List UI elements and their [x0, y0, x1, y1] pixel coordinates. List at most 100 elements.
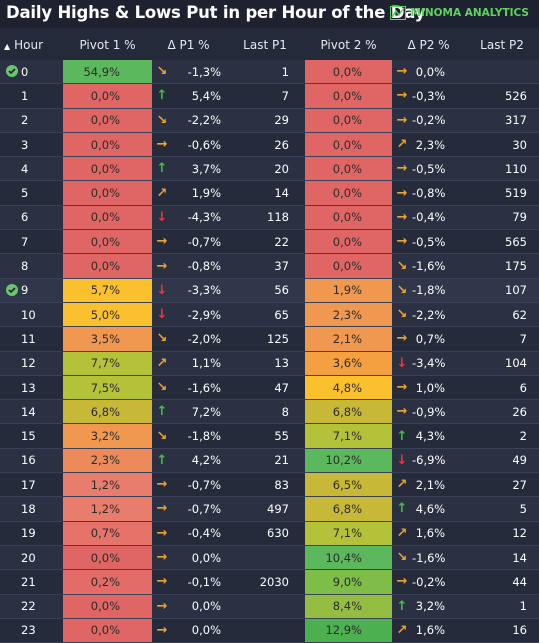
pivot1-cell: 0,0% — [63, 205, 152, 231]
table-row[interactable]: 2 0,0% ↘ -2,2% 29 0,0% → -0,2% 317 — [0, 108, 539, 133]
table-row[interactable]: 14 6,8% ↑ 7,2% 8 6,8% → -0,9% 26 — [0, 399, 539, 425]
delta-p2-cell: -0,3% — [412, 83, 465, 109]
last-p1-cell: 497 — [225, 496, 305, 522]
pivot1-cell: 5,7% — [63, 278, 152, 303]
arrow-right-icon: → — [392, 83, 412, 109]
column-header-delta-p1[interactable]: Δ P1 % — [167, 38, 210, 52]
arrow-right-icon: → — [392, 60, 412, 85]
delta-p1-cell: -1,8% — [172, 423, 225, 449]
pivot2-cell: 0,0% — [305, 229, 392, 255]
table-row[interactable]: 1 0,0% ↑ 5,4% 7 0,0% → -0,3% 526 — [0, 83, 539, 109]
hour-cell: 16 — [0, 448, 63, 474]
last-p1-cell: 47 — [225, 375, 305, 401]
hour-value: 23 — [21, 623, 36, 638]
table-row[interactable]: 16 2,3% ↑ 4,2% 21 10,2% ↓ -6,9% 49 — [0, 448, 539, 474]
arrow-down-icon: ↓ — [392, 351, 412, 376]
hourly-pivot-table: ▲ Hour Pivot 1 % Δ P1 % Last P1 Pivot 2 %… — [0, 30, 539, 643]
last-p2-cell: 1 — [465, 594, 539, 619]
delta-p1-cell: -0,7% — [172, 496, 225, 522]
table-row[interactable]: 5 0,0% ↗ 1,9% 14 0,0% → -0,8% 519 — [0, 180, 539, 206]
table-row[interactable]: 15 3,2% ↘ -1,8% 55 7,1% ↑ 4,3% 2 — [0, 423, 539, 449]
hour-value: 10 — [21, 307, 36, 322]
hour-value: 22 — [21, 599, 36, 614]
last-p1-cell: 65 — [225, 302, 305, 328]
table-row[interactable]: 0 54,9% ↘ -1,3% 1 0,0% → 0,0% — [0, 60, 539, 85]
pivot1-cell: 5,0% — [63, 302, 152, 328]
table-row[interactable]: 12 7,7% ↗ 1,1% 13 3,6% ↓ -3,4% 104 — [0, 351, 539, 376]
delta-p1-cell: -0,1% — [172, 569, 225, 595]
arrow-up-icon: ↑ — [152, 448, 172, 474]
column-header-last-p2[interactable]: Last P2 — [480, 38, 524, 52]
pivot1-cell: 0,7% — [63, 521, 152, 546]
last-p1-cell: 55 — [225, 423, 305, 449]
table-row[interactable]: 23 0,0% → 0,0% 12,9% ↗ 1,6% 16 — [0, 618, 539, 643]
hour-value: 1 — [21, 88, 29, 103]
table-row[interactable]: 20 0,0% → 0,0% 10,4% ↘ -1,6% 14 — [0, 545, 539, 571]
hour-cell: 23 — [0, 618, 63, 643]
sort-ascending-icon[interactable]: ▲ — [4, 42, 11, 51]
pivot2-cell: 0,0% — [305, 156, 392, 182]
last-p2-cell: 16 — [465, 618, 539, 643]
delta-p2-cell: 3,2% — [412, 594, 465, 619]
column-header-delta-p2[interactable]: Δ P2 % — [407, 38, 450, 52]
column-header-last-p1[interactable]: Last P1 — [243, 38, 287, 52]
delta-p1-cell: -2,0% — [172, 326, 225, 352]
table-row[interactable]: 9 5,7% ↓ -3,3% 56 1,9% ↘ -1,8% 107 — [0, 278, 539, 303]
table-row[interactable]: 7 0,0% → -0,7% 22 0,0% → -0,5% 565 — [0, 229, 539, 255]
hour-value: 2 — [21, 113, 29, 128]
arrow-down-right-icon: ↘ — [152, 423, 172, 449]
delta-p1-cell: 3,7% — [172, 156, 225, 182]
arrow-down-right-icon: ↘ — [392, 253, 412, 279]
arrow-right-icon: → — [392, 205, 412, 231]
table-header-row: ▲ Hour Pivot 1 % Δ P1 % Last P1 Pivot 2 %… — [0, 30, 539, 60]
pivot2-cell: 0,0% — [305, 60, 392, 85]
pivot1-cell: 0,2% — [63, 569, 152, 595]
column-header-pivot2[interactable]: Pivot 2 % — [320, 38, 377, 52]
delta-p1-cell: -0,6% — [172, 132, 225, 158]
delta-p1-cell: -4,3% — [172, 205, 225, 231]
table-row[interactable]: 6 0,0% ↓ -4,3% 118 0,0% → -0,4% 79 — [0, 205, 539, 231]
brand-logo: MINOMA ANALYTICS — [390, 6, 529, 20]
column-header-pivot1[interactable]: Pivot 1 % — [79, 38, 136, 52]
delta-p2-cell: -2,2% — [412, 302, 465, 328]
pivot1-cell: 1,2% — [63, 496, 152, 522]
delta-p2-cell: 2,1% — [412, 472, 465, 498]
pivot1-cell: 0,0% — [63, 618, 152, 643]
pivot2-cell: 10,4% — [305, 545, 392, 571]
table-row[interactable]: 19 0,7% → -0,4% 630 7,1% ↗ 1,6% 12 — [0, 521, 539, 546]
table-row[interactable]: 13 7,5% ↘ -1,6% 47 4,8% → 1,0% 6 — [0, 375, 539, 401]
delta-p1-cell: -2,2% — [172, 108, 225, 133]
pivot2-cell: 6,8% — [305, 399, 392, 425]
table-row[interactable]: 3 0,0% → -0,6% 26 0,0% ↗ 2,3% 30 — [0, 132, 539, 158]
hour-value: 5 — [21, 186, 29, 201]
last-p1-cell — [225, 618, 305, 643]
last-p2-cell: 5 — [465, 496, 539, 522]
table-row[interactable]: 8 0,0% → -0,8% 37 0,0% ↘ -1,6% 175 — [0, 253, 539, 279]
hour-cell: 15 — [0, 423, 63, 449]
table-row[interactable]: 18 1,2% → -0,7% 497 6,8% ↑ 4,6% 5 — [0, 496, 539, 522]
delta-p2-cell: -1,6% — [412, 545, 465, 571]
table-row[interactable]: 11 3,5% ↘ -2,0% 125 2,1% → 0,7% 7 — [0, 326, 539, 352]
hour-cell: 4 — [0, 156, 63, 182]
table-row[interactable]: 4 0,0% ↑ 3,7% 20 0,0% → -0,5% 110 — [0, 156, 539, 182]
hour-value: 17 — [21, 477, 36, 492]
arrow-right-icon: → — [392, 229, 412, 255]
column-header-hour[interactable]: ▲ Hour — [4, 38, 44, 52]
table-row[interactable]: 21 0,2% → -0,1% 2030 9,0% → -0,2% 44 — [0, 569, 539, 595]
hour-cell: 21 — [0, 569, 63, 595]
table-row[interactable]: 22 0,0% → 0,0% 8,4% ↑ 3,2% 1 — [0, 594, 539, 619]
arrow-up-right-icon: ↗ — [152, 180, 172, 206]
hour-cell: 12 — [0, 351, 63, 376]
hour-value: 4 — [21, 161, 29, 176]
pivot2-cell: 0,0% — [305, 132, 392, 158]
table-row[interactable]: 17 1,2% → -0,7% 83 6,5% ↗ 2,1% 27 — [0, 472, 539, 498]
report-header: Daily Highs & Lows Put in per Hour of th… — [0, 0, 539, 28]
pivot2-cell: 2,1% — [305, 326, 392, 352]
pivot1-cell: 0,0% — [63, 83, 152, 109]
hour-value: 21 — [21, 574, 36, 589]
pivot1-cell: 0,0% — [63, 180, 152, 206]
pivot2-cell: 1,9% — [305, 278, 392, 303]
delta-p1-cell: -0,8% — [172, 253, 225, 279]
last-p1-cell: 118 — [225, 205, 305, 231]
table-row[interactable]: 10 5,0% ↓ -2,9% 65 2,3% ↘ -2,2% 62 — [0, 302, 539, 328]
